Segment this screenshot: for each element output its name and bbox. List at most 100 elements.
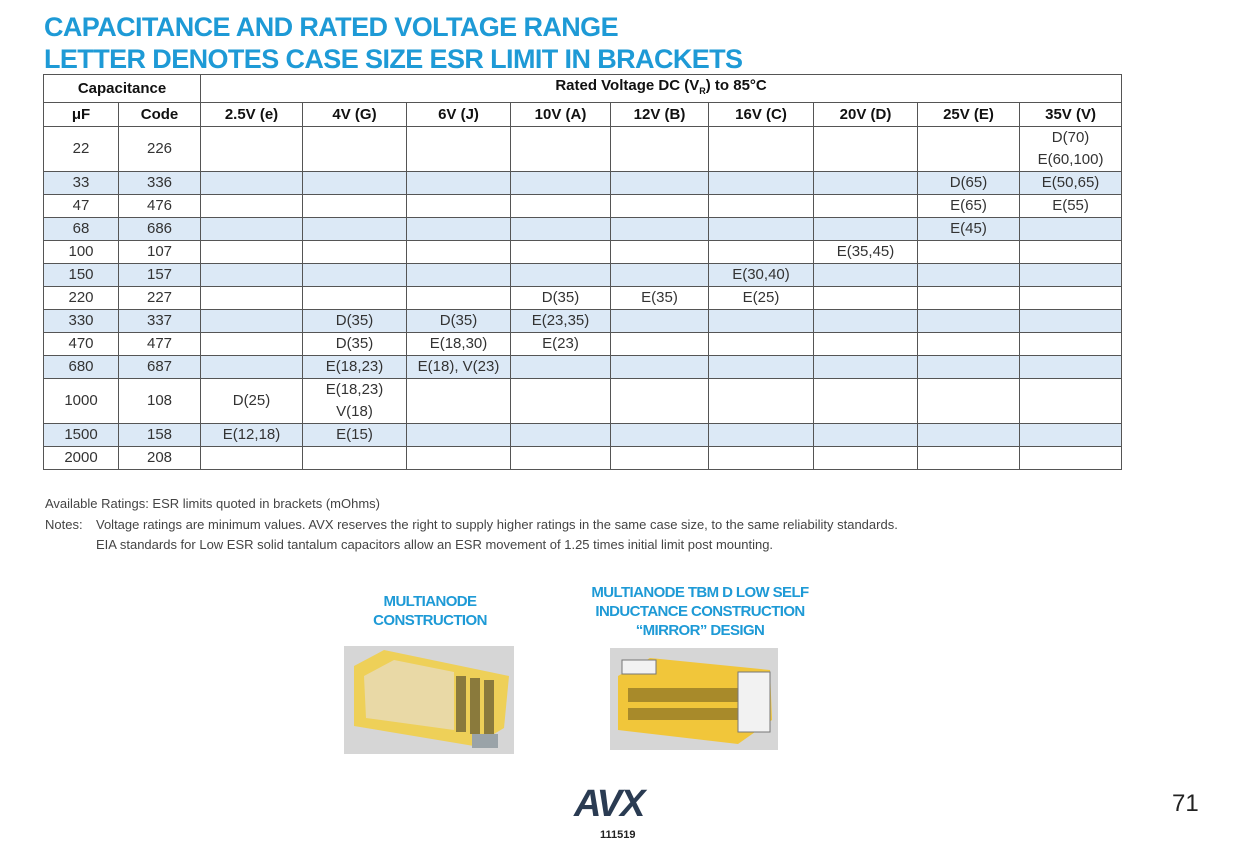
empty-cell — [813, 171, 918, 195]
empty-cell — [708, 171, 814, 195]
column-header: μF — [43, 102, 119, 127]
empty-cell — [302, 263, 407, 287]
empty-cell — [200, 240, 303, 264]
empty-cell — [406, 171, 511, 195]
empty-cell — [406, 240, 511, 264]
table-cell: 686 — [118, 217, 201, 241]
table-cell: E(65) — [917, 194, 1020, 218]
empty-cell — [610, 126, 709, 172]
empty-cell — [1018, 309, 1123, 333]
column-header: 16V (C) — [708, 102, 814, 127]
table-cell: 337 — [118, 309, 201, 333]
empty-cell — [917, 378, 1020, 424]
figure-caption: MULTIANODE CONSTRUCTION — [330, 592, 530, 630]
caption-line: CONSTRUCTION — [373, 612, 487, 629]
empty-cell — [813, 355, 918, 379]
cell-line: E(25) — [742, 289, 780, 306]
empty-cell — [406, 423, 511, 447]
table-cell: 477 — [118, 332, 201, 356]
empty-cell — [1018, 332, 1123, 356]
empty-cell — [510, 126, 611, 172]
table-cell: D(35) — [302, 332, 407, 356]
empty-cell — [510, 378, 611, 424]
column-header: 25V (E) — [917, 102, 1020, 127]
table-cell: E(30,40) — [708, 263, 814, 287]
table-cell: D(70) E(60,100) — [1018, 126, 1123, 172]
empty-cell — [813, 217, 918, 241]
empty-cell — [200, 126, 303, 172]
empty-cell — [200, 217, 303, 241]
table-cell: 687 — [118, 355, 201, 379]
empty-cell — [917, 332, 1020, 356]
group-header: Rated Voltage DC (VR) to 85°C — [199, 74, 1123, 103]
empty-cell — [510, 355, 611, 379]
table-cell: E(25) — [708, 286, 814, 310]
empty-cell — [510, 446, 611, 470]
table-row: 680 687 E(18,23) E(18), V(23) — [43, 355, 1123, 379]
empty-cell — [510, 240, 611, 264]
table-cell: 2000 — [43, 446, 119, 470]
empty-cell — [708, 355, 814, 379]
table-cell: 33 — [43, 171, 119, 195]
empty-cell — [610, 240, 709, 264]
table-cell: 227 — [118, 286, 201, 310]
title-line: CAPACITANCE AND RATED VOLTAGE RANGE — [44, 12, 619, 42]
empty-cell — [302, 217, 407, 241]
empty-cell — [200, 194, 303, 218]
empty-cell — [1018, 240, 1123, 264]
table-row: 150 157 E(30,40) — [43, 263, 1123, 287]
cell-line: E(23,35) — [531, 312, 590, 329]
note: EIA standards for Low ESR solid tantalum… — [96, 537, 774, 552]
empty-cell — [1018, 217, 1123, 241]
table-cell: 100 — [43, 240, 119, 264]
table-row: 33 336 D(65) E(50,65) — [43, 171, 1123, 195]
empty-cell — [813, 332, 918, 356]
cell-line: E(30,40) — [732, 266, 790, 283]
cell-line: E(45) — [950, 220, 987, 237]
empty-cell — [406, 217, 511, 241]
empty-cell — [708, 240, 814, 264]
table-cell: 1000 — [43, 378, 119, 424]
table-cell: 220 — [43, 286, 119, 310]
empty-cell — [708, 309, 814, 333]
cell-line: E(65) — [950, 197, 987, 214]
empty-cell — [917, 240, 1020, 264]
empty-cell — [510, 194, 611, 218]
table-cell: 68 — [43, 217, 119, 241]
table-row: 100 107 E(35,45) — [43, 240, 1123, 264]
empty-cell — [610, 378, 709, 424]
cell-line: D(70) — [1051, 129, 1090, 146]
table-row: 1000 108 D(25) E(18,23) V(18) — [43, 378, 1123, 424]
empty-cell — [813, 378, 918, 424]
note-label: Notes: — [45, 517, 83, 532]
empty-cell — [813, 126, 918, 172]
table-cell: E(35,45) — [813, 240, 918, 264]
empty-cell — [406, 194, 511, 218]
empty-cell — [1018, 378, 1123, 424]
empty-cell — [302, 240, 407, 264]
cell-line: E(60,100) — [1037, 151, 1104, 168]
title-line: LETTER DENOTES CASE SIZE ESR LIMIT IN BR… — [44, 44, 743, 74]
cell-line: D(35) — [335, 335, 374, 352]
page-number: 71 — [1172, 790, 1199, 817]
table-cell: 22 — [43, 126, 119, 172]
figure-caption: MULTIANODE TBM D LOW SELF INDUCTANCE CONS… — [570, 583, 830, 640]
cell-line: E(35) — [641, 289, 678, 306]
empty-cell — [200, 309, 303, 333]
empty-cell — [200, 171, 303, 195]
note: Voltage ratings are minimum values. AVX … — [96, 517, 898, 532]
column-header: 20V (D) — [813, 102, 918, 127]
empty-cell — [813, 194, 918, 218]
table-cell: E(15) — [302, 423, 407, 447]
empty-cell — [1018, 446, 1123, 470]
empty-cell — [610, 355, 709, 379]
empty-cell — [406, 263, 511, 287]
column-header: 4V (G) — [302, 102, 407, 127]
column-header: 35V (V) — [1018, 102, 1123, 127]
table-row: 220 227 D(35) E(35) E(25) — [43, 286, 1123, 310]
table-cell: D(65) — [917, 171, 1020, 195]
cell-line: E(18,23) — [325, 358, 384, 375]
table-cell: D(35) — [406, 309, 511, 333]
caption-line: INDUCTANCE CONSTRUCTION — [595, 603, 805, 620]
empty-cell — [200, 332, 303, 356]
